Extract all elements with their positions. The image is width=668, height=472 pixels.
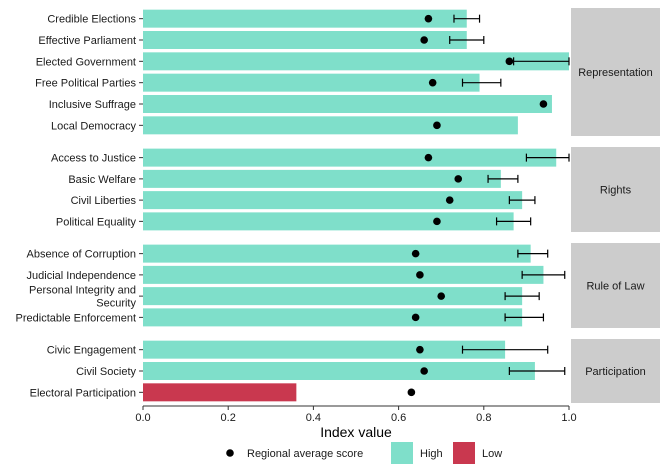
average-point [424, 153, 433, 162]
y-tick-label: Electoral Participation [30, 387, 136, 399]
y-tick-label: Personal Integrity and Security [29, 285, 137, 310]
bar [143, 52, 569, 71]
y-tick-label: Civic Engagement [47, 345, 136, 357]
bar [143, 95, 552, 113]
facet-label: Participation [585, 366, 646, 378]
average-point [416, 345, 424, 354]
facet-label: Rule of Law [586, 281, 644, 293]
bar [143, 31, 467, 49]
average-point [445, 196, 454, 204]
average-point [433, 121, 441, 130]
average-point [428, 78, 437, 87]
x-tick-label: 0.4 [306, 412, 321, 424]
average-point [420, 36, 428, 44]
y-tick-label: Local Democracy [51, 120, 136, 132]
y-tick-label: Access to Justice [51, 153, 136, 165]
bar [143, 340, 506, 359]
average-point [505, 57, 514, 66]
legend-label: High [420, 448, 443, 460]
bar [143, 212, 514, 231]
average-point [539, 100, 548, 108]
facet-strip [571, 8, 660, 136]
bar [143, 265, 544, 284]
x-axis-title: Index value [320, 424, 392, 440]
y-tick-label: Judicial Independence [27, 270, 136, 282]
y-tick-label: Basic Welfare [68, 174, 136, 186]
average-point [424, 14, 433, 23]
y-tick-label: Civil Liberties [71, 195, 137, 207]
y-tick-label: Predictable Enforcement [16, 312, 136, 324]
x-tick-label: 0.6 [391, 412, 406, 424]
facet-label: Rights [600, 185, 632, 197]
x-tick-label: 0.2 [221, 412, 236, 424]
bar [143, 383, 297, 402]
x-tick-label: 0.8 [476, 412, 491, 424]
y-tick-label: Credible Elections [47, 14, 136, 26]
y-tick-label: Political Equality [56, 216, 137, 228]
average-point [420, 367, 428, 375]
average-point [416, 271, 424, 279]
legend-low-key [453, 442, 475, 464]
bar [143, 308, 523, 327]
average-point [411, 249, 420, 258]
x-tick-label: 1.0 [561, 412, 576, 424]
average-point [433, 217, 441, 226]
facet-strip [571, 147, 660, 232]
facet-strip [571, 339, 660, 403]
bar [143, 73, 480, 92]
average-point [454, 175, 463, 183]
legend-point-key [226, 449, 234, 457]
facet-label: Representation [578, 67, 653, 79]
bar [143, 287, 523, 306]
average-point [411, 313, 420, 322]
legend-label: Low [482, 448, 502, 460]
y-tick-label: Civil Society [76, 366, 136, 378]
facet-strip [571, 243, 660, 328]
bar [143, 244, 531, 263]
legend-high-key [391, 442, 413, 464]
legend-label: Regional average score [247, 448, 363, 460]
bar [143, 9, 467, 28]
x-tick-label: 0.0 [135, 412, 150, 424]
average-point [407, 388, 416, 397]
y-tick-label: Absence of Corruption [27, 249, 136, 261]
average-point [437, 292, 446, 300]
bar [143, 191, 523, 210]
y-tick-label: Effective Parliament [38, 35, 136, 47]
bar [143, 116, 518, 135]
y-tick-label: Free Political Parties [35, 78, 136, 90]
bar [143, 169, 501, 188]
bar [143, 148, 557, 167]
y-tick-label: Elected Government [36, 56, 136, 68]
y-tick-label: Inclusive Suffrage [49, 99, 136, 111]
bar [143, 362, 535, 380]
